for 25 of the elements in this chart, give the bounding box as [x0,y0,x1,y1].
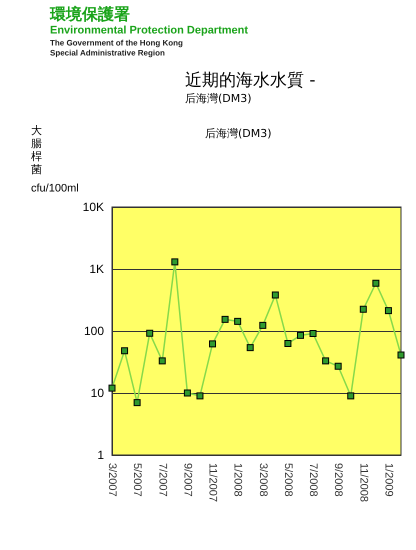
x-tick-label: 7/2008 [307,463,320,497]
text: 后海灣(DM3) [205,127,272,140]
x-tick-label: 5/2008 [282,463,294,497]
text: The Government of the Hong Kong Special Administrative Region [50,38,183,58]
y-tick-label: 10K [82,200,104,214]
x-tick-label: 9/2007 [181,463,194,497]
chart-title: 近期的海水水質 - [185,70,316,90]
x-tick-label: 5/2007 [131,463,144,497]
text: cfu/100ml [31,182,79,194]
x-tick-label: 11/2008 [357,463,370,502]
y-tick-label: 100 [84,324,104,338]
text: Environmental Protection Department [50,24,248,36]
y-tick-label: 1 [97,448,104,462]
chart-subtitle: 后海灣(DM3) [185,92,252,105]
x-tick-label: 9/2008 [332,463,344,497]
x-tick-label: 1/2008 [232,463,244,497]
x-tick-label: 1/2009 [382,463,394,497]
y-tick-label: 1K [89,262,104,276]
x-tick-label: 7/2007 [156,463,168,497]
x-tick-label: 3/2007 [106,463,118,497]
y-axis-title: 大腸桿菌 [31,124,42,176]
text: 環境保護署 [49,4,130,24]
x-tick-label: 11/2007 [206,463,219,502]
x-tick-label: 3/2008 [256,463,269,497]
y-tick-label: 10 [90,386,104,400]
